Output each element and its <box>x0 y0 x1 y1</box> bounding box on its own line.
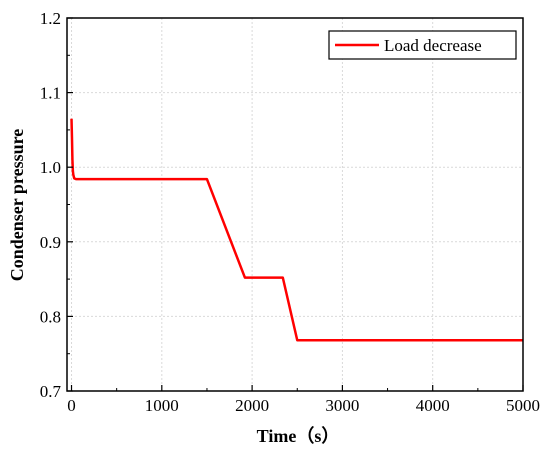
series-layer <box>70 118 523 342</box>
x-tick-label: 2000 <box>235 396 269 415</box>
x-tick-label: 4000 <box>416 396 450 415</box>
y-tick-label: 1.0 <box>40 158 61 177</box>
legend: Load decrease <box>328 30 517 60</box>
y-tick-label: 1.2 <box>40 9 61 28</box>
ticks <box>67 17 524 392</box>
x-tick-labels: 0 1000 2000 3000 4000 5000 <box>67 396 540 415</box>
y-axis-label: Condenser pressure <box>7 129 27 282</box>
legend-label: Load decrease <box>384 36 482 55</box>
y-tick-label: 0.7 <box>40 382 62 401</box>
x-tick-label: 5000 <box>506 396 540 415</box>
y-tick-label: 1.1 <box>40 84 61 103</box>
y-tick-label: 0.8 <box>40 307 61 326</box>
x-tick-label: 1000 <box>145 396 179 415</box>
x-axis-label: Time（s） <box>257 426 340 446</box>
y-tick-label: 0.9 <box>40 233 61 252</box>
x-tick-label: 3000 <box>325 396 359 415</box>
x-tick-label: 0 <box>67 396 76 415</box>
series-line <box>70 118 523 342</box>
y-tick-labels: 0.7 0.8 0.9 1.0 1.1 1.2 <box>40 9 62 401</box>
